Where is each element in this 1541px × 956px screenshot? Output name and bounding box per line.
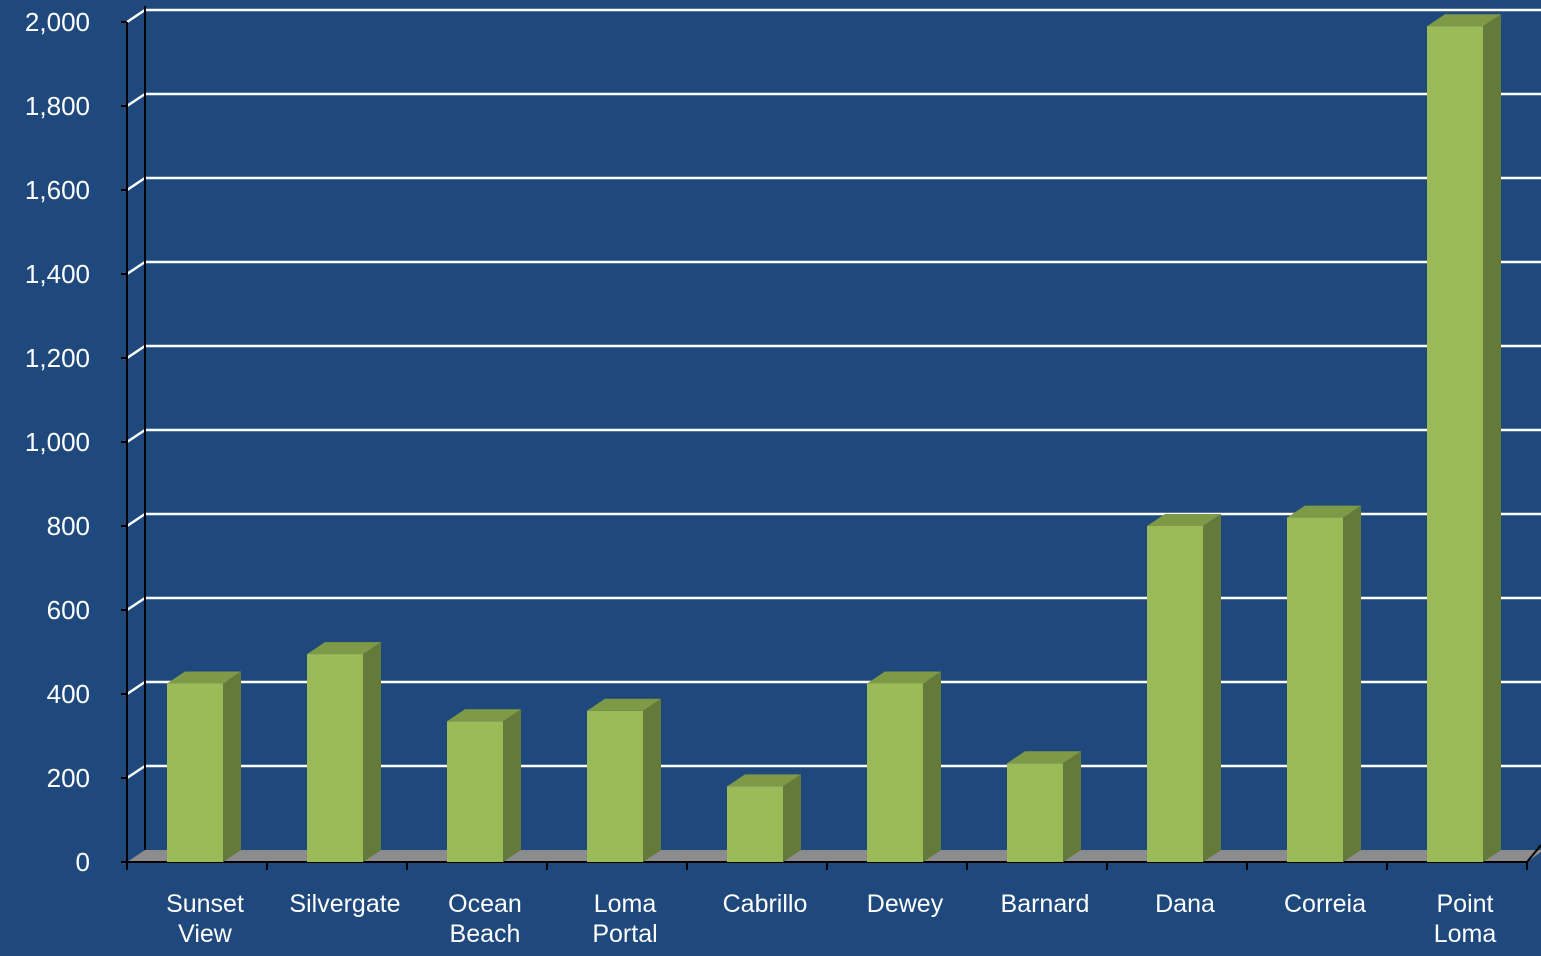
y-tick-label: 1,200 [25,343,90,373]
gridline-side [126,428,146,444]
x-tick-label-line: Ocean [448,890,522,918]
y-tick-labels: 0 200 400 600 800 1,000 1,200 1,400 1,600 1,800 2,… [25,7,90,877]
x-tick-label: Dana [1155,890,1215,918]
x-tick-label-line: View [178,920,233,948]
gridline-side [126,764,146,780]
y-tick-label: 400 [47,679,90,709]
gridline-side [126,8,146,24]
bar-top [1427,14,1501,27]
y-tick-label: 0 [76,847,90,877]
bar-front [867,683,923,862]
bar-front [1007,763,1063,862]
y-tick-label: 600 [47,595,90,625]
bar-side [1203,514,1221,862]
bar-front [727,786,783,862]
bar-side [643,698,661,862]
y-tick-label: 800 [47,511,90,541]
bar-side [1343,505,1361,862]
x-tick-label: Dewey [867,890,944,918]
bar-top [727,774,801,787]
bar-front [307,654,363,862]
bar [587,698,661,862]
bar-top [307,642,381,655]
x-tick-label-line: Dewey [867,890,944,918]
bar-top [587,698,661,711]
bar-top [867,671,941,684]
bar-side [783,774,801,862]
bar [447,709,521,862]
x-tick-label: Loma Portal [592,890,657,948]
x-tick-label-line: Beach [450,920,521,948]
bar-front [447,721,503,862]
x-axis-depth [1526,844,1541,863]
x-tick-label-line: Sunset [166,890,244,918]
bar [167,671,241,862]
bar-front [1287,517,1343,862]
bar-top [1007,751,1081,764]
bar [307,642,381,862]
bar-side [363,642,381,862]
bar-front [587,710,643,862]
x-tick-label: Ocean Beach [448,890,522,948]
x-tick-label-line: Silvergate [289,890,400,918]
bar-top [1147,514,1221,526]
bar-top [1287,505,1361,518]
x-tick-label-line: Loma [594,890,657,918]
x-tick-label: Cabrillo [723,890,808,918]
bar [1427,14,1501,862]
x-tick-label-line: Dana [1155,890,1215,918]
x-tick-label: Barnard [1001,890,1090,918]
bars [167,14,1501,862]
bar [1147,514,1221,862]
x-tick-label: Sunset View [166,890,244,948]
bar-side [923,671,941,862]
gridline-side [126,176,146,192]
x-tick-label: Silvergate [289,890,400,918]
bar-side [223,671,241,862]
y-tick-label: 2,000 [25,7,90,37]
gridline-side [126,344,146,360]
bar [1007,751,1081,862]
x-tick-label-line: Cabrillo [723,890,808,918]
gridline-side [126,596,146,612]
y-tick-label: 1,600 [25,175,90,205]
bar-front [1427,26,1483,862]
gridline-side [126,680,146,696]
bar [1287,505,1361,862]
x-tick-label: Point Loma [1434,890,1497,948]
y-tick-label: 1,000 [25,427,90,457]
y-tick-label: 1,400 [25,259,90,289]
bar-top [167,671,241,684]
gridline-side [126,512,146,528]
bar-side [1483,14,1501,862]
x-tick-label-line: Portal [592,920,657,948]
x-tick-label-line: Correia [1284,890,1366,918]
bar-front [1147,526,1203,862]
bar [867,671,941,862]
bar-side [1063,751,1081,862]
bar [727,774,801,862]
x-tick-label-line: Loma [1434,920,1497,948]
gridline-side [126,92,146,108]
bar-side [503,709,521,862]
y-tick-label: 1,800 [25,91,90,121]
y-tick-label: 200 [47,763,90,793]
gridline-side [126,260,146,276]
bar-top [447,709,521,722]
x-tick-label-line: Point [1437,890,1494,918]
bar-front [167,683,223,862]
x-tick-label: Correia [1284,890,1366,918]
x-tick-label-line: Barnard [1001,890,1090,918]
